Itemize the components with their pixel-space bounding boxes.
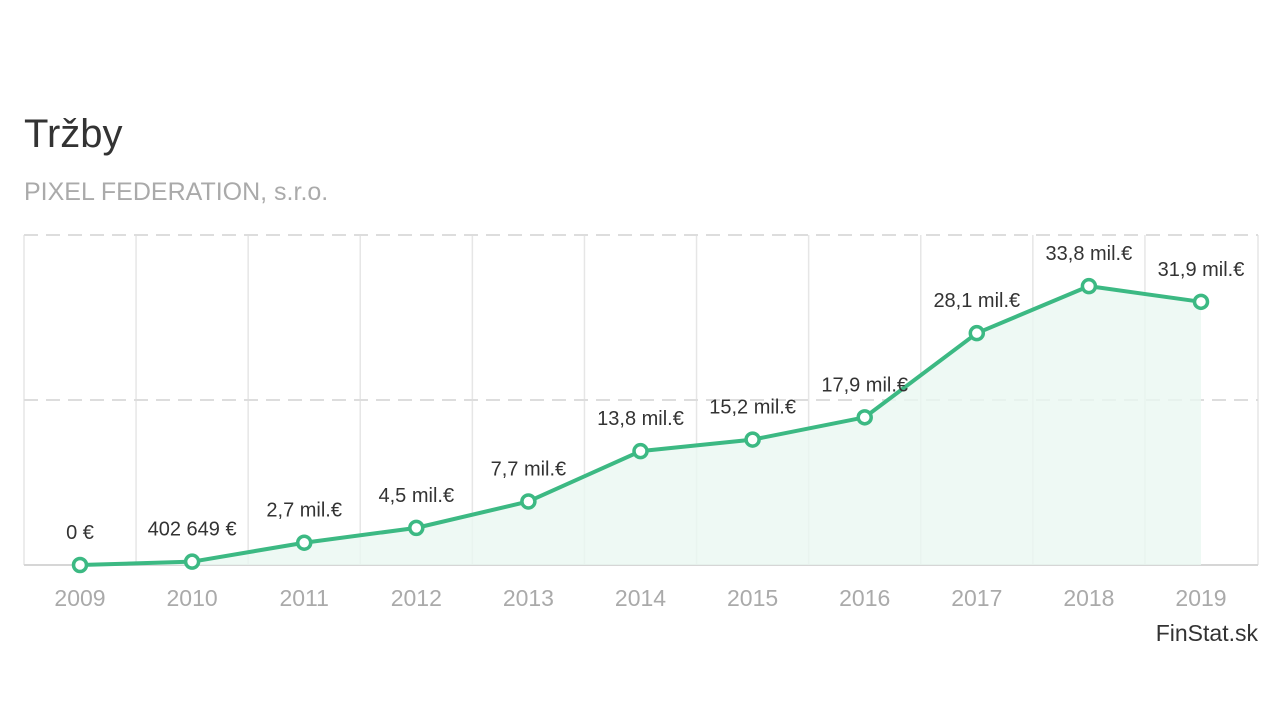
- data-label-2016: 17,9 mil.€: [821, 374, 908, 396]
- data-label-2018: 33,8 mil.€: [1046, 243, 1133, 265]
- x-tick-2017: 2017: [951, 585, 1002, 611]
- data-label-2013: 7,7 mil.€: [491, 458, 567, 480]
- data-label-2014: 13,8 mil.€: [597, 408, 684, 430]
- x-tick-2018: 2018: [1063, 585, 1114, 611]
- data-point-2017: [968, 324, 986, 342]
- data-point-2013: [520, 493, 537, 510]
- x-tick-2010: 2010: [167, 585, 218, 611]
- data-label-2019: 31,9 mil.€: [1158, 259, 1245, 281]
- x-tick-2015: 2015: [727, 585, 778, 611]
- x-tick-2016: 2016: [839, 585, 890, 611]
- data-point-2009: [71, 556, 89, 574]
- data-point-2010: [183, 553, 201, 570]
- source-credit[interactable]: FinStat.sk: [1155, 620, 1258, 646]
- x-tick-2013: 2013: [503, 585, 554, 611]
- data-label-2015: 15,2 mil.€: [709, 397, 796, 419]
- data-label-2011: 2,7 mil.€: [266, 500, 342, 522]
- x-tick-2012: 2012: [391, 585, 442, 611]
- data-label-2009: 0 €: [66, 522, 94, 544]
- data-point-2016: [856, 409, 873, 426]
- x-tick-2009: 2009: [54, 585, 105, 611]
- chart-title: Tržby: [24, 112, 123, 156]
- x-tick-2014: 2014: [615, 585, 666, 611]
- x-tick-2011: 2011: [279, 585, 328, 611]
- data-label-2017: 28,1 mil.€: [933, 290, 1020, 312]
- data-point-2011: [295, 534, 313, 551]
- data-label-2010: 402 649 €: [148, 519, 237, 541]
- data-point-2012: [408, 519, 425, 537]
- data-point-2015: [744, 431, 761, 448]
- data-point-2014: [632, 442, 649, 460]
- data-label-2012: 4,5 mil.€: [379, 485, 455, 507]
- data-point-2019: [1192, 293, 1210, 311]
- data-point-2018: [1080, 277, 1098, 295]
- chart-subtitle: PIXEL FEDERATION, s.r.o.: [24, 178, 329, 206]
- series-area: [80, 286, 1201, 565]
- x-tick-2019: 2019: [1175, 585, 1226, 611]
